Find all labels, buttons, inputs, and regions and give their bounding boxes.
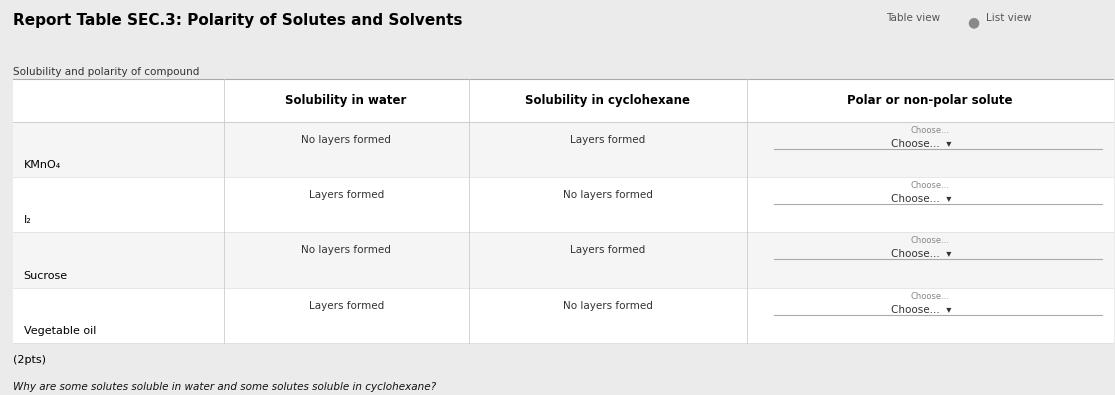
Text: Polar or non-polar solute: Polar or non-polar solute [847, 94, 1012, 107]
Bar [12, 288, 1114, 343]
Text: Sucrose: Sucrose [23, 271, 68, 281]
Text: Choose...: Choose... [911, 126, 950, 135]
Text: Choose...: Choose... [911, 181, 950, 190]
Text: Choose...  ▾: Choose... ▾ [891, 194, 951, 204]
Text: No layers formed: No layers formed [301, 135, 391, 145]
Text: Solubility in water: Solubility in water [285, 94, 407, 107]
Text: Choose...: Choose... [911, 236, 950, 245]
Text: Solubility and polarity of compound: Solubility and polarity of compound [12, 67, 198, 77]
Text: Table view: Table view [885, 13, 940, 23]
Text: Choose...  ▾: Choose... ▾ [891, 139, 951, 149]
Text: Choose...  ▾: Choose... ▾ [891, 249, 951, 259]
Text: Choose...: Choose... [911, 292, 950, 301]
Text: KMnO₄: KMnO₄ [23, 160, 61, 170]
Text: Layers formed: Layers formed [570, 135, 646, 145]
Bar [12, 79, 1114, 343]
Text: Choose...  ▾: Choose... ▾ [891, 305, 951, 314]
Text: No layers formed: No layers formed [563, 190, 652, 200]
Text: Why are some solutes soluble in water and some solutes soluble in cyclohexane?: Why are some solutes soluble in water an… [12, 382, 436, 392]
Text: List view: List view [986, 13, 1031, 23]
Bar [12, 122, 1114, 177]
Text: Vegetable oil: Vegetable oil [23, 326, 96, 336]
Text: Layers formed: Layers formed [309, 190, 384, 200]
Text: Layers formed: Layers formed [309, 301, 384, 311]
Text: I₂: I₂ [23, 215, 31, 226]
Bar [12, 177, 1114, 232]
Text: Layers formed: Layers formed [570, 245, 646, 256]
Text: ●: ● [967, 15, 979, 29]
Text: Solubility in cyclohexane: Solubility in cyclohexane [525, 94, 690, 107]
Bar [12, 232, 1114, 288]
Text: No layers formed: No layers formed [563, 301, 652, 311]
Text: No layers formed: No layers formed [301, 245, 391, 256]
Text: Report Table SEC.3: Polarity of Solutes and Solvents: Report Table SEC.3: Polarity of Solutes … [12, 13, 462, 28]
Text: (2pts): (2pts) [12, 355, 46, 365]
